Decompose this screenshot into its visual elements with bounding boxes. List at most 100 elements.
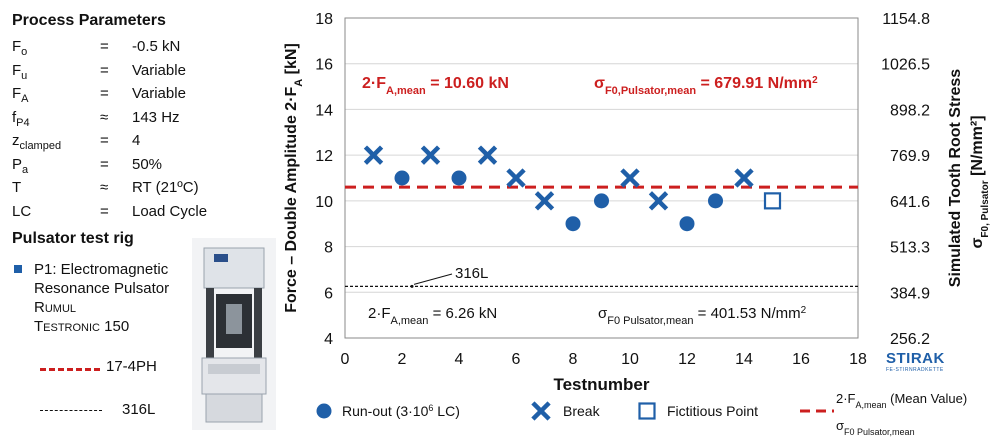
x-tick-label: 10 bbox=[621, 351, 639, 368]
x-stroke bbox=[534, 191, 555, 211]
rig-line-4: Testronic 150 bbox=[34, 318, 130, 335]
rig-title: Pulsator test rig bbox=[12, 230, 134, 247]
x-tick-label: 18 bbox=[849, 351, 867, 368]
runout-point bbox=[679, 216, 695, 232]
annotation-red-sigma-mean: σF0,Pulsator,mean = 679.91 N/mm2 bbox=[594, 75, 818, 98]
param-name: Pa bbox=[12, 155, 29, 176]
param-symbol: = bbox=[100, 38, 109, 55]
x-stroke bbox=[531, 401, 551, 421]
fictitious-point bbox=[763, 192, 782, 210]
stirak-logo: STIRAK FE-STIRNRADKETTE bbox=[886, 350, 945, 373]
callout-316l bbox=[413, 273, 453, 285]
annotation-black-fa-mean: 2·FA,mean = 6.26 kN bbox=[368, 305, 497, 327]
y-axis-label-right-1: Simulated Tooth Root Stress bbox=[947, 69, 964, 287]
y-right-tick-label: 1154.8 bbox=[882, 11, 930, 28]
y-tick-label: 4 bbox=[324, 331, 333, 348]
y-tick-label: 12 bbox=[315, 148, 333, 165]
x-tick-label: 6 bbox=[512, 351, 521, 368]
param-name: T bbox=[12, 179, 22, 196]
x-tick-label: 14 bbox=[735, 351, 753, 368]
stirak-logo-name: STIRAK bbox=[886, 350, 945, 367]
x-stroke bbox=[620, 168, 640, 188]
y-right-tick-label: 513.3 bbox=[890, 240, 930, 257]
x-tick-label: 4 bbox=[455, 351, 464, 368]
legend-174ph-line bbox=[40, 368, 100, 371]
legend-mean-label-1: 2·FA,mean (Mean Value) bbox=[836, 391, 967, 410]
param-symbol: = bbox=[100, 85, 109, 102]
break-point bbox=[648, 191, 669, 211]
x-stroke bbox=[506, 168, 526, 188]
break-point bbox=[734, 168, 754, 188]
x-stroke bbox=[363, 145, 384, 165]
param-symbol: ≈ bbox=[100, 179, 109, 196]
y-right-tick-label: 384.9 bbox=[890, 285, 930, 302]
annotation-red-fa-mean: 2·FA,mean = 10.60 kN bbox=[362, 75, 509, 97]
params-title: Process Parameters bbox=[12, 12, 166, 29]
param-value: Load Cycle bbox=[132, 202, 208, 220]
param-value: 50% bbox=[132, 155, 163, 173]
label-316l: 316L bbox=[455, 265, 488, 282]
y-tick-label: 14 bbox=[315, 102, 333, 119]
param-value: 4 bbox=[132, 132, 141, 149]
param-symbol: = bbox=[100, 155, 109, 173]
x-stroke bbox=[648, 191, 669, 211]
legend-fictitious-label: Fictitious Point bbox=[667, 403, 758, 419]
runout-point bbox=[451, 170, 467, 186]
legend-316l-label: 316L bbox=[122, 401, 156, 418]
param-symbol: = bbox=[100, 61, 109, 79]
break-point bbox=[506, 168, 526, 188]
legend-break-marker bbox=[531, 401, 551, 421]
x-tick-label: 8 bbox=[569, 351, 578, 368]
break-point bbox=[477, 145, 498, 165]
plot-frame bbox=[344, 17, 859, 339]
legend-mean-label-2: σF0 Pulsator,mean bbox=[836, 418, 915, 437]
param-value: Variable bbox=[132, 61, 186, 79]
y-axis-label-left: Force – Double Amplitude 2·FA [kN] bbox=[283, 43, 305, 313]
x-tick-label: 16 bbox=[792, 351, 810, 368]
annotation-black-sigma-mean: σF0 Pulsator,mean = 401.53 N/mm2 bbox=[598, 305, 807, 328]
break-point bbox=[534, 191, 555, 211]
param-value: -0.5 kN bbox=[132, 38, 181, 55]
bullet-icon bbox=[14, 265, 22, 273]
param-name: LC bbox=[12, 202, 32, 220]
legend-fictitious-marker bbox=[638, 402, 656, 420]
param-symbol: = bbox=[100, 202, 109, 220]
y-right-tick-label: 1026.5 bbox=[881, 57, 930, 74]
legend-316l-line bbox=[40, 410, 102, 411]
break-point bbox=[420, 145, 441, 165]
break-point bbox=[620, 168, 640, 188]
param-value: Variable bbox=[132, 85, 186, 102]
y-tick-label: 6 bbox=[324, 285, 333, 302]
param-value: RT (21ºC) bbox=[132, 179, 199, 196]
rig-line-1: P1: Electromagnetic bbox=[34, 261, 169, 278]
break-point bbox=[363, 145, 384, 165]
runout-point bbox=[394, 170, 410, 186]
param-name: Fo bbox=[12, 38, 28, 58]
y-right-tick-label: 898.2 bbox=[890, 102, 930, 119]
y-tick-label: 18 bbox=[315, 11, 333, 28]
runout-point bbox=[594, 193, 609, 209]
x-tick-label: 0 bbox=[341, 351, 350, 368]
legend-runout-marker bbox=[316, 403, 332, 419]
legend-174ph-label: 17-4PH bbox=[106, 358, 157, 375]
runout-point bbox=[565, 216, 581, 232]
y-tick-label: 10 bbox=[315, 194, 333, 211]
rig-line-3: Rumul bbox=[34, 299, 77, 316]
x-stroke bbox=[420, 145, 441, 165]
stirak-logo-sub: FE-STIRNRADKETTE bbox=[886, 367, 944, 373]
y-tick-label: 8 bbox=[324, 240, 333, 257]
y-tick-label: 16 bbox=[315, 57, 333, 74]
x-stroke bbox=[734, 168, 754, 188]
x-axis-label: Testnumber bbox=[553, 375, 649, 394]
param-name: FA bbox=[12, 85, 29, 105]
y-right-tick-label: 641.6 bbox=[890, 194, 930, 211]
y-axis-label-right-2: σF0, Pulsator [N/mm²] bbox=[969, 115, 991, 248]
x-tick-label: 2 bbox=[398, 351, 407, 368]
param-name: zclamped bbox=[12, 132, 62, 152]
y-right-tick-label: 256.2 bbox=[890, 331, 930, 348]
param-value: 143 Hz bbox=[132, 108, 180, 126]
callout-316l-dot bbox=[410, 284, 414, 288]
y-right-tick-label: 769.9 bbox=[890, 148, 930, 165]
x-tick-label: 12 bbox=[678, 351, 696, 368]
